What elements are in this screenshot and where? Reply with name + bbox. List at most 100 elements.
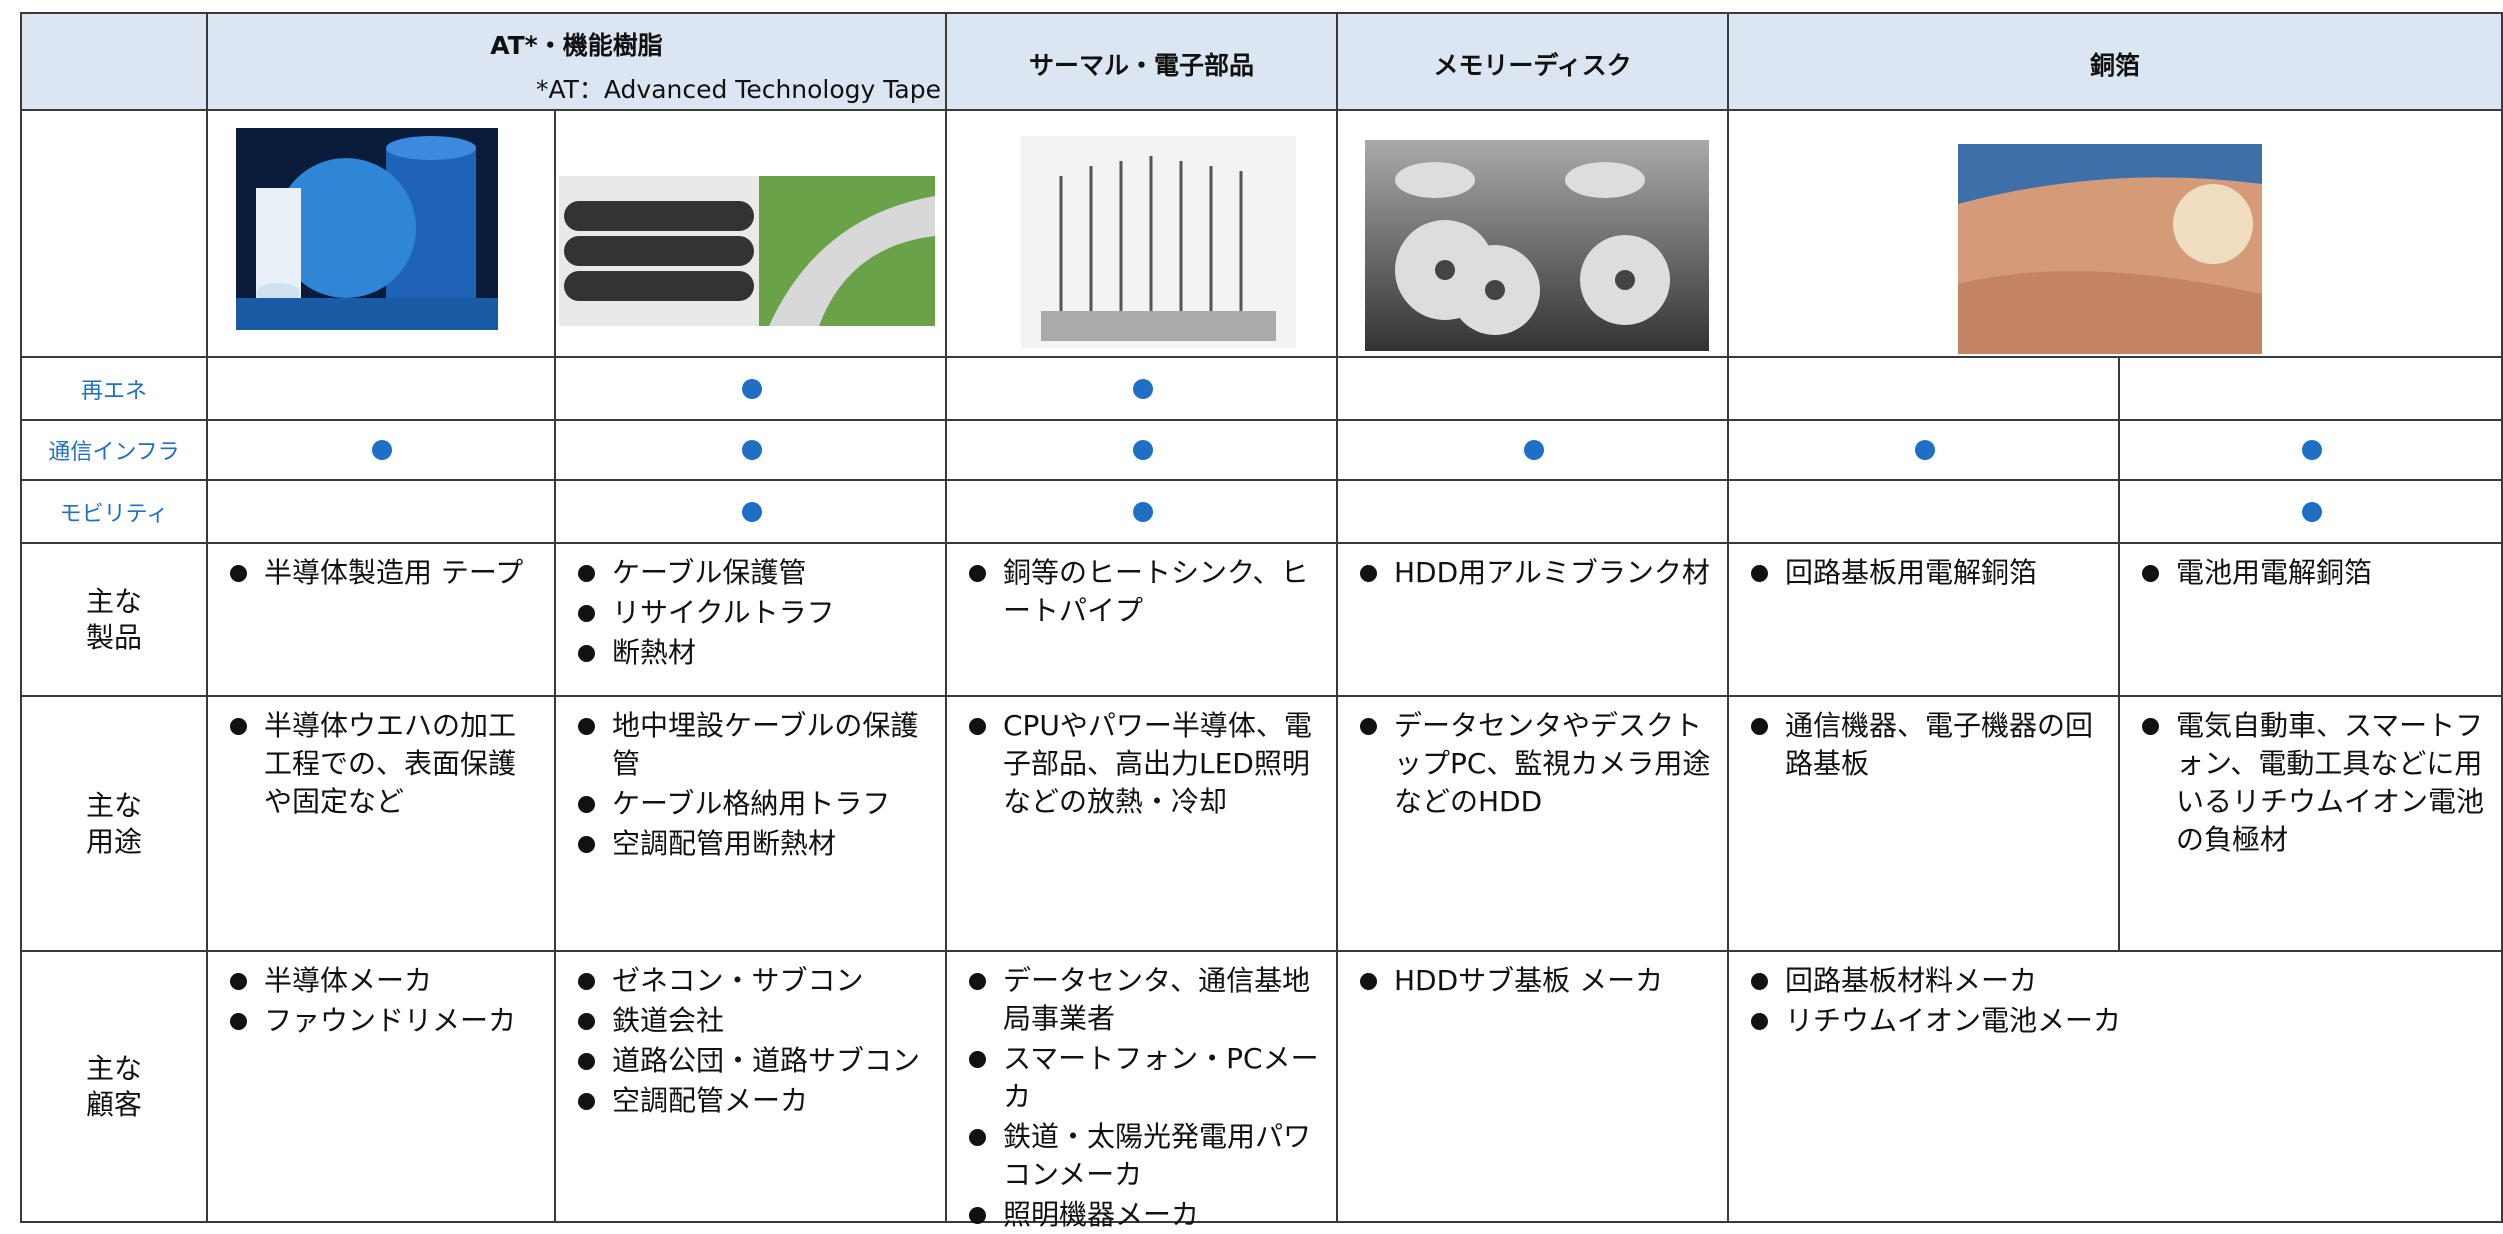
application-cell: [1336, 419, 1729, 481]
application-cell: [2118, 419, 2503, 481]
bullet-item: 地中埋設ケーブルの保護管: [578, 707, 931, 783]
text-cell: 通信機器、電子機器の回路基板: [1727, 695, 2120, 952]
text-cell: 銅等のヒートシンク、ヒートパイプ: [945, 542, 1338, 697]
application-cell: [1336, 356, 1729, 421]
bullet-list: 銅等のヒートシンク、ヒートパイプ: [947, 544, 1336, 630]
bullet-item: 断熱材: [578, 634, 931, 672]
bullet-item: 鉄道・太陽光発電用パワコンメーカ: [969, 1118, 1322, 1194]
application-dot: [2301, 501, 2322, 522]
text-cell: 回路基板用電解銅箔: [1727, 542, 2120, 697]
application-label: 再エネ: [20, 356, 208, 421]
bullet-item: 通信機器、電子機器の回路基板: [1751, 707, 2104, 783]
bullet-list: ケーブル保護管 リサイクルトラフ 断熱材: [556, 544, 945, 672]
text-cell: データセンタやデスクトップPC、監視カメラ用途などのHDD: [1336, 695, 1729, 952]
bullet-item: データセンタやデスクトップPC、監視カメラ用途などのHDD: [1360, 707, 1713, 821]
row-label: 主な 用途: [20, 695, 208, 952]
text-cell: ケーブル保護管 リサイクルトラフ 断熱材: [554, 542, 947, 697]
bullet-item: HDD用アルミブランク材: [1360, 554, 1713, 592]
bullet-list: 地中埋設ケーブルの保護管 ケーブル格納用トラフ 空調配管用断熱材: [556, 697, 945, 863]
image-disks: [1365, 140, 1709, 351]
bullet-list: 電気自動車、スマートフォン、電動工具などに用いるリチウムイオン電池の負極材: [2120, 697, 2501, 859]
application-cell: [206, 356, 556, 421]
text-cell: 電池用電解銅箔: [2118, 542, 2503, 697]
row-label: 主な 製品: [20, 542, 208, 697]
bullet-item: リサイクルトラフ: [578, 594, 931, 632]
bullet-item: 照明機器メーカ: [969, 1196, 1322, 1234]
bullet-item: リチウムイオン電池メーカ: [1751, 1002, 2487, 1040]
application-dot: [372, 440, 392, 460]
application-dot: [1914, 440, 1935, 460]
bullet-item: ケーブル格納用トラフ: [578, 785, 931, 823]
application-dot: [741, 440, 762, 460]
bullet-list: 通信機器、電子機器の回路基板: [1729, 697, 2118, 783]
application-cell: [945, 479, 1338, 544]
application-dot: [1132, 440, 1153, 460]
bullet-list: データセンタやデスクトップPC、監視カメラ用途などのHDD: [1338, 697, 1727, 821]
text-cell: ゼネコン・サブコン 鉄道会社 道路公団・道路サブコン 空調配管メーカ: [554, 950, 947, 1223]
text-cell: 半導体ウエハの加工工程での、表面保護や固定など: [206, 695, 556, 952]
application-cell: [2118, 356, 2503, 421]
bullet-item: 道路公団・道路サブコン: [578, 1042, 931, 1080]
application-cell: [554, 419, 947, 481]
bullet-list: 半導体ウエハの加工工程での、表面保護や固定など: [208, 697, 554, 821]
application-cell: [1727, 356, 2120, 421]
bullet-item: 半導体ウエハの加工工程での、表面保護や固定など: [230, 707, 540, 821]
row-label: 主な 顧客: [20, 950, 208, 1223]
application-cell: [206, 419, 556, 481]
text-cell: 回路基板材料メーカ リチウムイオン電池メーカ: [1727, 950, 2503, 1223]
bullet-item: 空調配管用断熱材: [578, 825, 931, 863]
text-cell: CPUやパワー半導体、電子部品、高出力LED照明などの放熱・冷却: [945, 695, 1338, 952]
bullet-item: スマートフォン・PCメーカ: [969, 1040, 1322, 1116]
header-title: AT*・機能樹脂: [490, 31, 663, 60]
bullet-item: 半導体メーカ: [230, 962, 540, 1000]
header-cell: 銅箔: [1727, 12, 2503, 111]
text-cell: HDDサブ基板 メーカ: [1336, 950, 1729, 1223]
application-cell: [1727, 419, 2120, 481]
application-cell: [945, 419, 1338, 481]
bullet-list: データセンタ、通信基地局事業者 スマートフォン・PCメーカ 鉄道・太陽光発電用パワコ…: [947, 952, 1336, 1234]
image-heatsink: [1021, 136, 1296, 348]
bullet-list: ゼネコン・サブコン 鉄道会社 道路公団・道路サブコン 空調配管メーカ: [556, 952, 945, 1120]
bullet-item: ファウンドリメーカ: [230, 1002, 540, 1040]
bullet-item: 鉄道会社: [578, 1002, 931, 1040]
image-label-cell: [20, 109, 208, 358]
image-copper: [1958, 144, 2262, 354]
application-dot: [1132, 378, 1153, 399]
text-cell: 半導体メーカ ファウンドリメーカ: [206, 950, 556, 1223]
header-corner: [20, 12, 208, 111]
application-dot: [1132, 501, 1153, 522]
application-cell: [206, 479, 556, 544]
application-cell: [1727, 479, 2120, 544]
bullet-list: 半導体メーカ ファウンドリメーカ: [208, 952, 554, 1040]
application-cell: [945, 356, 1338, 421]
header-cell: AT*・機能樹脂 *AT：Advanced Technology Tape: [206, 12, 947, 111]
header-note: *AT：Advanced Technology Tape: [535, 75, 941, 104]
bullet-item: 電池用電解銅箔: [2142, 554, 2487, 592]
bullet-list: 電池用電解銅箔: [2120, 544, 2501, 592]
bullet-list: 回路基板材料メーカ リチウムイオン電池メーカ: [1729, 952, 2501, 1040]
header-title: メモリーディスク: [1433, 51, 1632, 80]
bullet-item: 空調配管メーカ: [578, 1082, 931, 1120]
text-cell: 電気自動車、スマートフォン、電動工具などに用いるリチウムイオン電池の負極材: [2118, 695, 2503, 952]
bullet-item: CPUやパワー半導体、電子部品、高出力LED照明などの放熱・冷却: [969, 707, 1322, 821]
bullet-item: 半導体製造用 テープ: [230, 554, 540, 592]
bullet-list: HDDサブ基板 メーカ: [1338, 952, 1727, 1000]
bullet-item: 電気自動車、スマートフォン、電動工具などに用いるリチウムイオン電池の負極材: [2142, 707, 2487, 859]
application-cell: [2118, 479, 2503, 544]
header-title: 銅箔: [2089, 51, 2140, 80]
bullet-list: HDD用アルミブランク材: [1338, 544, 1727, 592]
application-cell: [1336, 479, 1729, 544]
bullet-item: データセンタ、通信基地局事業者: [969, 962, 1322, 1038]
application-label: 通信インフラ: [20, 419, 208, 481]
image-tape: [236, 128, 498, 330]
bullet-item: ゼネコン・サブコン: [578, 962, 931, 1000]
image-pipes: [559, 176, 935, 326]
text-cell: HDD用アルミブランク材: [1336, 542, 1729, 697]
bullet-item: ケーブル保護管: [578, 554, 931, 592]
application-cell: [554, 356, 947, 421]
bullet-item: 回路基板用電解銅箔: [1751, 554, 2104, 592]
application-dot: [741, 501, 762, 522]
header-title: サーマル・電子部品: [1028, 51, 1254, 80]
bullet-list: 回路基板用電解銅箔: [1729, 544, 2118, 592]
